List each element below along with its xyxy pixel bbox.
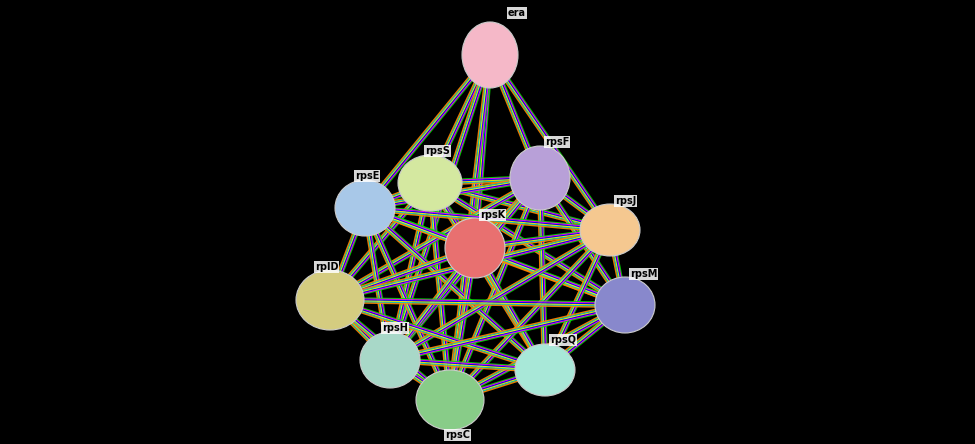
Text: era: era — [508, 8, 526, 18]
Ellipse shape — [580, 204, 640, 256]
Text: rpsH: rpsH — [382, 323, 408, 333]
Text: rpsC: rpsC — [445, 430, 470, 440]
Text: rplD: rplD — [315, 262, 338, 272]
Ellipse shape — [416, 370, 484, 430]
Ellipse shape — [445, 218, 505, 278]
Ellipse shape — [510, 146, 570, 210]
Text: rpsJ: rpsJ — [615, 196, 637, 206]
Ellipse shape — [595, 277, 655, 333]
Ellipse shape — [335, 180, 395, 236]
Ellipse shape — [462, 22, 518, 88]
Text: rpsK: rpsK — [480, 210, 505, 220]
Text: rpsQ: rpsQ — [550, 335, 576, 345]
Text: rpsF: rpsF — [545, 137, 569, 147]
Text: rpsS: rpsS — [425, 146, 449, 156]
Text: rpsM: rpsM — [630, 269, 657, 279]
Ellipse shape — [296, 270, 364, 330]
Ellipse shape — [398, 155, 462, 211]
Text: rpsE: rpsE — [355, 171, 379, 181]
Ellipse shape — [360, 332, 420, 388]
Ellipse shape — [515, 344, 575, 396]
